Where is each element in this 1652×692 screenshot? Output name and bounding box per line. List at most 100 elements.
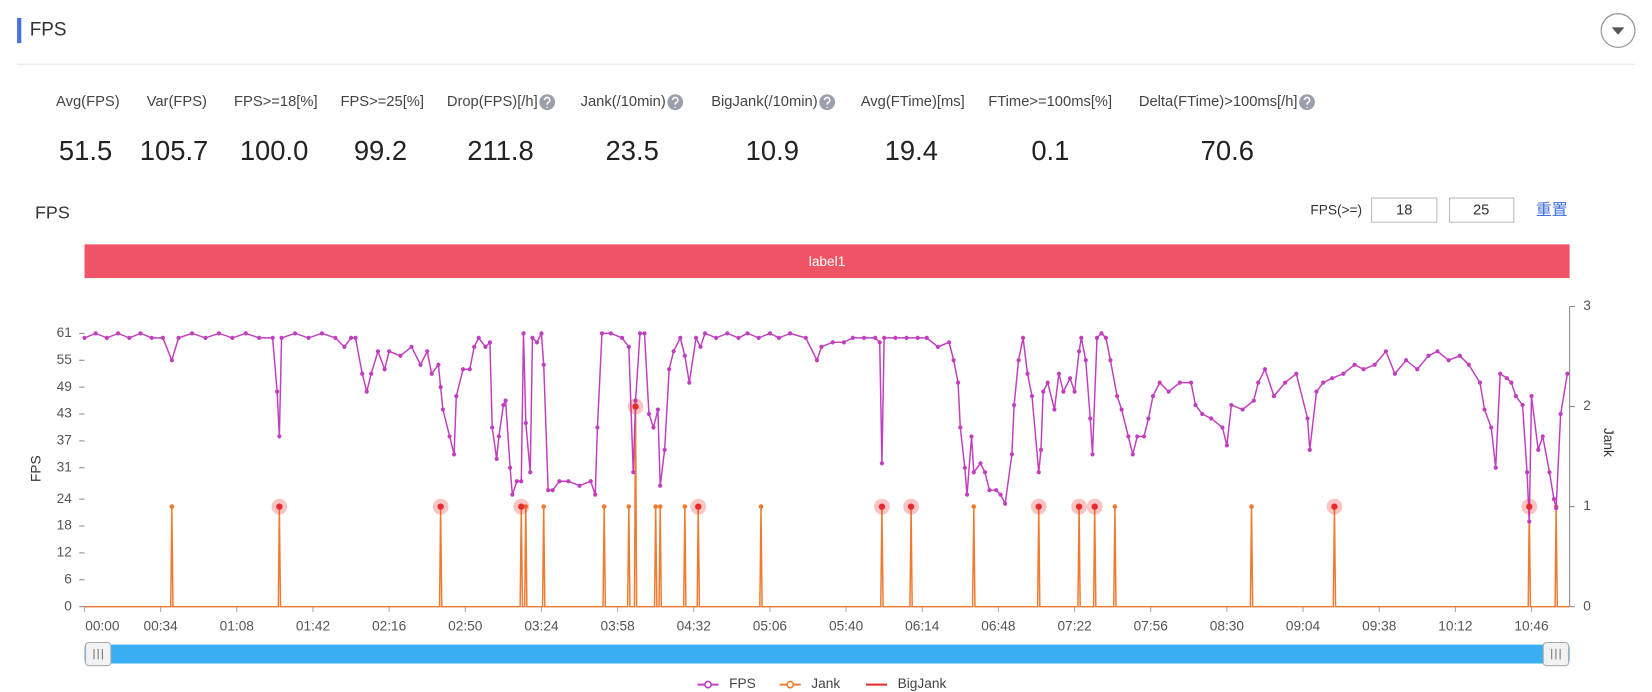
x-tick-label: 00:00 [85,618,120,633]
point-marker [523,504,529,509]
point-marker [216,331,222,336]
point-marker [275,389,280,394]
point-marker [631,470,636,475]
point-marker [418,362,423,367]
point-marker [1076,349,1082,354]
marker-dot [695,503,702,510]
threshold-value[interactable]: 25 [1473,203,1489,219]
point-marker [546,488,551,493]
point-marker [1565,371,1570,376]
point-marker [1108,358,1113,363]
point-marker [115,331,121,336]
threshold-input[interactable] [1371,197,1438,223]
threshold-value[interactable]: 18 [1396,203,1412,219]
point-marker [429,371,434,376]
point-marker [637,331,643,336]
reset-button[interactable]: 重置 [1536,201,1568,219]
time-slider[interactable] [84,641,1570,667]
point-marker [1482,407,1487,412]
slider-track[interactable] [84,644,1570,664]
bigjank-marker [1521,498,1538,515]
bigjank-marker [1086,498,1103,515]
point-marker [467,367,472,372]
point-marker [830,340,835,345]
point-marker [776,335,781,340]
point-marker [702,331,708,336]
point-marker [646,411,652,417]
series-line [84,330,1569,522]
point-marker [682,353,687,358]
point-marker [483,344,488,349]
point-marker [1314,389,1319,394]
band-label: label1 [809,254,846,269]
point-marker [1112,504,1118,509]
stat-value: 51.5 [59,135,112,166]
point-marker [599,331,605,336]
point-marker [1330,376,1335,381]
title-accent [17,17,22,44]
point-marker [1435,349,1440,354]
marker-dot [1091,503,1098,510]
marker-dot [1526,503,1533,510]
point-marker [879,461,885,466]
point-marker [756,335,761,340]
point-marker [1200,411,1205,417]
point-marker [550,488,555,493]
point-marker [994,488,999,493]
bigjank-marker [627,398,644,415]
point-marker [1392,371,1397,376]
point-marker [1527,519,1532,524]
threshold-input[interactable] [1449,197,1515,223]
point-marker [138,331,143,336]
point-marker [557,479,562,484]
stat-label: FTime>=100ms[%] [988,94,1112,110]
point-marker [698,344,703,349]
point-marker [1498,371,1503,376]
point-marker [292,331,298,336]
point-marker [1256,380,1261,385]
marker-dot [1075,503,1083,510]
legend-label: BigJank [898,676,947,691]
point-marker [1067,376,1073,381]
point-marker [1209,416,1214,421]
point-marker [678,335,683,340]
point-marker [687,380,692,385]
point-marker [539,331,544,336]
point-marker [257,335,262,340]
point-marker [1477,380,1483,385]
point-marker [671,349,676,354]
point-marker [1489,425,1494,430]
x-tick-label: 07:56 [1134,618,1169,633]
y-tick-label: 49 [57,379,72,394]
point-marker [454,394,459,399]
x-tick-label: 04:32 [677,618,711,633]
point-marker [375,349,381,354]
y-tick-label: 37 [57,433,72,448]
collapse-button[interactable] [1600,13,1636,49]
stat-label: Avg(FTime)[ms] [861,94,965,110]
point-marker [969,434,974,439]
point-marker [1003,501,1008,506]
point-marker [651,425,656,430]
point-marker [1446,358,1451,363]
point-marker [1341,371,1346,376]
stat-label: BigJank(/10min) [711,94,817,110]
series-line [84,406,1570,608]
x-tick-label: 03:24 [524,618,559,633]
point-marker [1520,402,1525,408]
point-marker [964,492,970,497]
point-marker [1052,407,1057,412]
stat-label: Var(FPS) [147,94,207,110]
y2-tick-label: 1 [1583,498,1591,513]
point-marker [893,335,898,340]
point-marker [1504,376,1509,381]
collapse-arrow[interactable] [1611,27,1625,35]
point-marker [487,340,493,345]
point-marker [819,344,824,349]
x-tick-label: 00:34 [144,618,179,633]
x-tick-label: 05:40 [829,618,864,633]
y-tick-label: 18 [57,518,73,533]
y-axis-label: FPS [29,455,44,482]
help-icon [819,94,836,111]
point-marker [658,483,663,488]
